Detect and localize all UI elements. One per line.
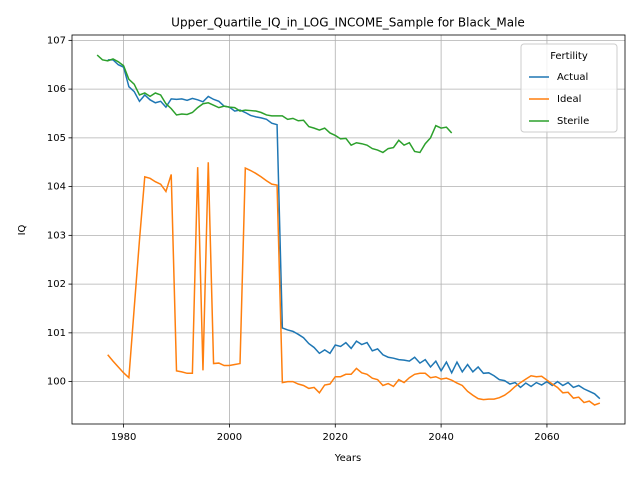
chart-title: Upper_Quartile_IQ_in_LOG_INCOME_Sample f… xyxy=(171,16,525,30)
legend-label: Sterile xyxy=(557,116,589,127)
x-tick-label: 2020 xyxy=(323,432,348,443)
x-tick-label: 2060 xyxy=(534,432,559,443)
y-tick-label: 102 xyxy=(47,279,66,290)
data-line xyxy=(107,162,601,406)
data-line xyxy=(96,54,453,154)
y-tick-label: 100 xyxy=(47,377,66,388)
y-axis-label: IQ xyxy=(17,224,28,235)
x-tick-label: 2000 xyxy=(217,432,242,443)
x-tick-label: 1980 xyxy=(111,432,136,443)
legend-label: Ideal xyxy=(557,94,581,105)
y-tick-label: 107 xyxy=(47,35,66,46)
y-tick-label: 106 xyxy=(47,84,66,95)
legend-title: Fertility xyxy=(550,51,588,62)
x-axis-label: Years xyxy=(334,453,361,464)
plot-frame xyxy=(71,34,626,425)
y-tick-label: 104 xyxy=(47,182,66,193)
legend-label: Actual xyxy=(557,72,588,83)
legend-box xyxy=(520,43,618,133)
y-tick-label: 103 xyxy=(47,230,66,241)
x-tick-label: 2040 xyxy=(428,432,453,443)
y-tick-label: 105 xyxy=(47,133,66,144)
y-tick-label: 101 xyxy=(47,328,66,339)
